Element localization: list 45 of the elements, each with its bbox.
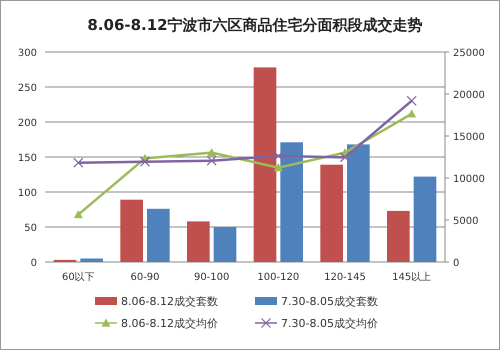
y-tick-label: 150: [18, 153, 37, 164]
bar: [320, 164, 343, 262]
x-tick-label: 145以上: [392, 271, 432, 283]
point: [274, 163, 283, 172]
legend-label: 7.30-8.05成交均价: [281, 317, 378, 330]
y2-tick-label: 5000: [453, 216, 478, 227]
bar: [147, 208, 170, 262]
bar: [387, 210, 410, 262]
point: [73, 158, 84, 168]
bar: [120, 200, 143, 262]
point: [140, 156, 150, 167]
point: [406, 96, 417, 106]
bar: [280, 142, 303, 262]
bar: [80, 258, 103, 262]
legend-label: 7.30-8.05成交套数: [281, 295, 378, 308]
legend-label: 8.06-8.12成交套数: [121, 295, 218, 308]
y-tick-label: 200: [18, 118, 37, 129]
bar: [254, 67, 276, 262]
x-tick-label: 60以下: [62, 271, 95, 283]
point: [407, 109, 416, 118]
x-tick-label: 90-100: [194, 272, 230, 283]
bar: [347, 144, 370, 262]
y2-tick-label: 20000: [453, 90, 485, 101]
y2-tick-label: 10000: [453, 174, 485, 185]
y-tick-label: 100: [18, 188, 37, 199]
chart-title: 8.06-8.12宁波市六区商品住宅分面积段成交走势: [87, 16, 423, 34]
point: [340, 152, 350, 162]
point: [206, 156, 217, 166]
point: [74, 210, 83, 218]
y2-tick-label: 0: [453, 258, 460, 269]
y-tick-label: 50: [24, 223, 37, 234]
bar: [214, 227, 236, 262]
x-tick-label: 120-145: [324, 272, 366, 283]
point: [207, 148, 216, 156]
point: [273, 150, 284, 162]
x-tick-label: 60-90: [130, 272, 160, 283]
y-tick-label: 300: [18, 48, 37, 59]
y-tick-label: 0: [30, 258, 37, 269]
y2-tick-label: 25000: [453, 48, 485, 59]
bar: [187, 221, 210, 262]
y-tick-label: 250: [18, 83, 37, 94]
bar: [414, 176, 436, 262]
legend-label: 8.06-8.12成交均价: [121, 317, 218, 330]
x-tick-label: 100-120: [257, 272, 300, 283]
y2-tick-label: 15000: [453, 132, 485, 143]
